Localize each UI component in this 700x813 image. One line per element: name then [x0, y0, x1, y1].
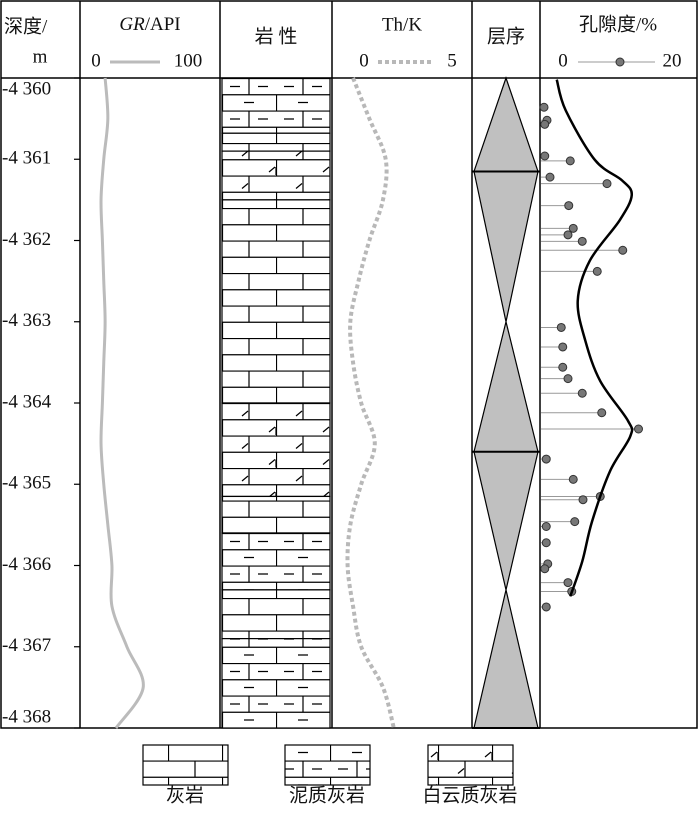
- porosity-point: [565, 156, 575, 166]
- lithology-layer: [221, 495, 331, 534]
- porosity-point: [634, 424, 643, 434]
- porosity-point: [541, 602, 551, 612]
- sequence-triangle: [473, 321, 539, 453]
- porosity-legend-dot: [615, 57, 625, 67]
- porosity-scale-label: 0: [558, 50, 568, 71]
- porosity-point: [563, 578, 573, 588]
- gr-title: GR/API: [119, 14, 180, 35]
- porosity-point: [539, 102, 549, 112]
- porosity-trend: [555, 79, 634, 597]
- sequence-triangle: [473, 76, 539, 173]
- lithology-layer: [221, 199, 331, 404]
- porosity-point: [564, 201, 574, 211]
- porosity-point: [568, 474, 578, 484]
- porosity-point: [558, 362, 568, 372]
- gr-scale-label: 0: [91, 50, 101, 71]
- depth-tick-label: -4 360: [2, 78, 51, 99]
- legend-label: 白云质灰岩: [422, 784, 517, 806]
- depth-unit: m: [33, 46, 48, 67]
- porosity-point: [578, 495, 588, 505]
- porosity-point: [540, 151, 550, 161]
- lithology-title: 岩 性: [255, 25, 298, 47]
- porosity-point: [545, 172, 555, 182]
- lithology-layer: [221, 77, 331, 134]
- porosity-point: [541, 454, 551, 464]
- porosity-point: [597, 408, 607, 418]
- depth-tick-label: -4 368: [2, 706, 51, 727]
- porosity-point: [540, 564, 550, 574]
- porosity-point: [602, 179, 612, 189]
- gr-title-italic: GR: [119, 14, 145, 35]
- lithology-layer: [221, 638, 331, 729]
- thk-curve: [345, 77, 396, 729]
- sequence-title: 层序: [487, 25, 525, 47]
- porosity-point: [592, 266, 602, 276]
- thk-title: Th/K: [382, 14, 422, 35]
- thk-scale-label: 5: [447, 50, 457, 71]
- depth-tick-label: -4 367: [2, 635, 51, 656]
- lithology-layer: [221, 150, 331, 201]
- porosity-point: [556, 322, 566, 332]
- porosity-scale-label: 20: [663, 50, 682, 71]
- frame: [0, 0, 698, 729]
- depth-tick-label: -4 363: [2, 310, 51, 331]
- porosity-point: [540, 119, 550, 129]
- legend-swatch: [284, 744, 371, 786]
- porosity-title: 孔隙度/%: [579, 13, 657, 35]
- legend-label: 泥质灰岩: [289, 784, 365, 806]
- gr-title-rest: /API: [145, 14, 181, 35]
- gr-scale-label: 100: [174, 50, 203, 71]
- porosity-point: [568, 223, 578, 233]
- legend-swatch: [427, 744, 514, 786]
- depth-tick-label: -4 366: [2, 554, 51, 575]
- porosity-point: [541, 522, 551, 531]
- depth-tick-label: -4 362: [2, 229, 51, 250]
- legend-swatch: [142, 744, 229, 786]
- porosity-point: [563, 374, 573, 384]
- lithology-layer: [221, 402, 331, 498]
- outer-frame: [0, 0, 698, 729]
- depth-tick-label: -4 364: [2, 391, 52, 412]
- sequence-triangle: [473, 589, 539, 729]
- lithology-layer: [221, 132, 331, 152]
- sequence-triangle: [473, 170, 539, 322]
- depth-tick-label: -4 365: [2, 473, 51, 494]
- thk-scale-label: 0: [359, 50, 369, 71]
- porosity-point: [570, 517, 580, 527]
- depth-tick-label: -4 361: [2, 148, 51, 169]
- porosity-point: [618, 245, 628, 255]
- porosity-point: [558, 342, 568, 352]
- porosity-point: [563, 230, 573, 240]
- depth-header: 深度/: [4, 15, 48, 37]
- sequence-triangle: [473, 451, 539, 591]
- porosity-point: [577, 388, 587, 398]
- porosity-point: [541, 538, 551, 548]
- lithology-layer: [221, 532, 331, 591]
- lithology-layer: [221, 589, 331, 640]
- porosity-point: [577, 236, 587, 246]
- legend-label: 灰岩: [166, 784, 204, 806]
- gr-curve: [99, 77, 145, 729]
